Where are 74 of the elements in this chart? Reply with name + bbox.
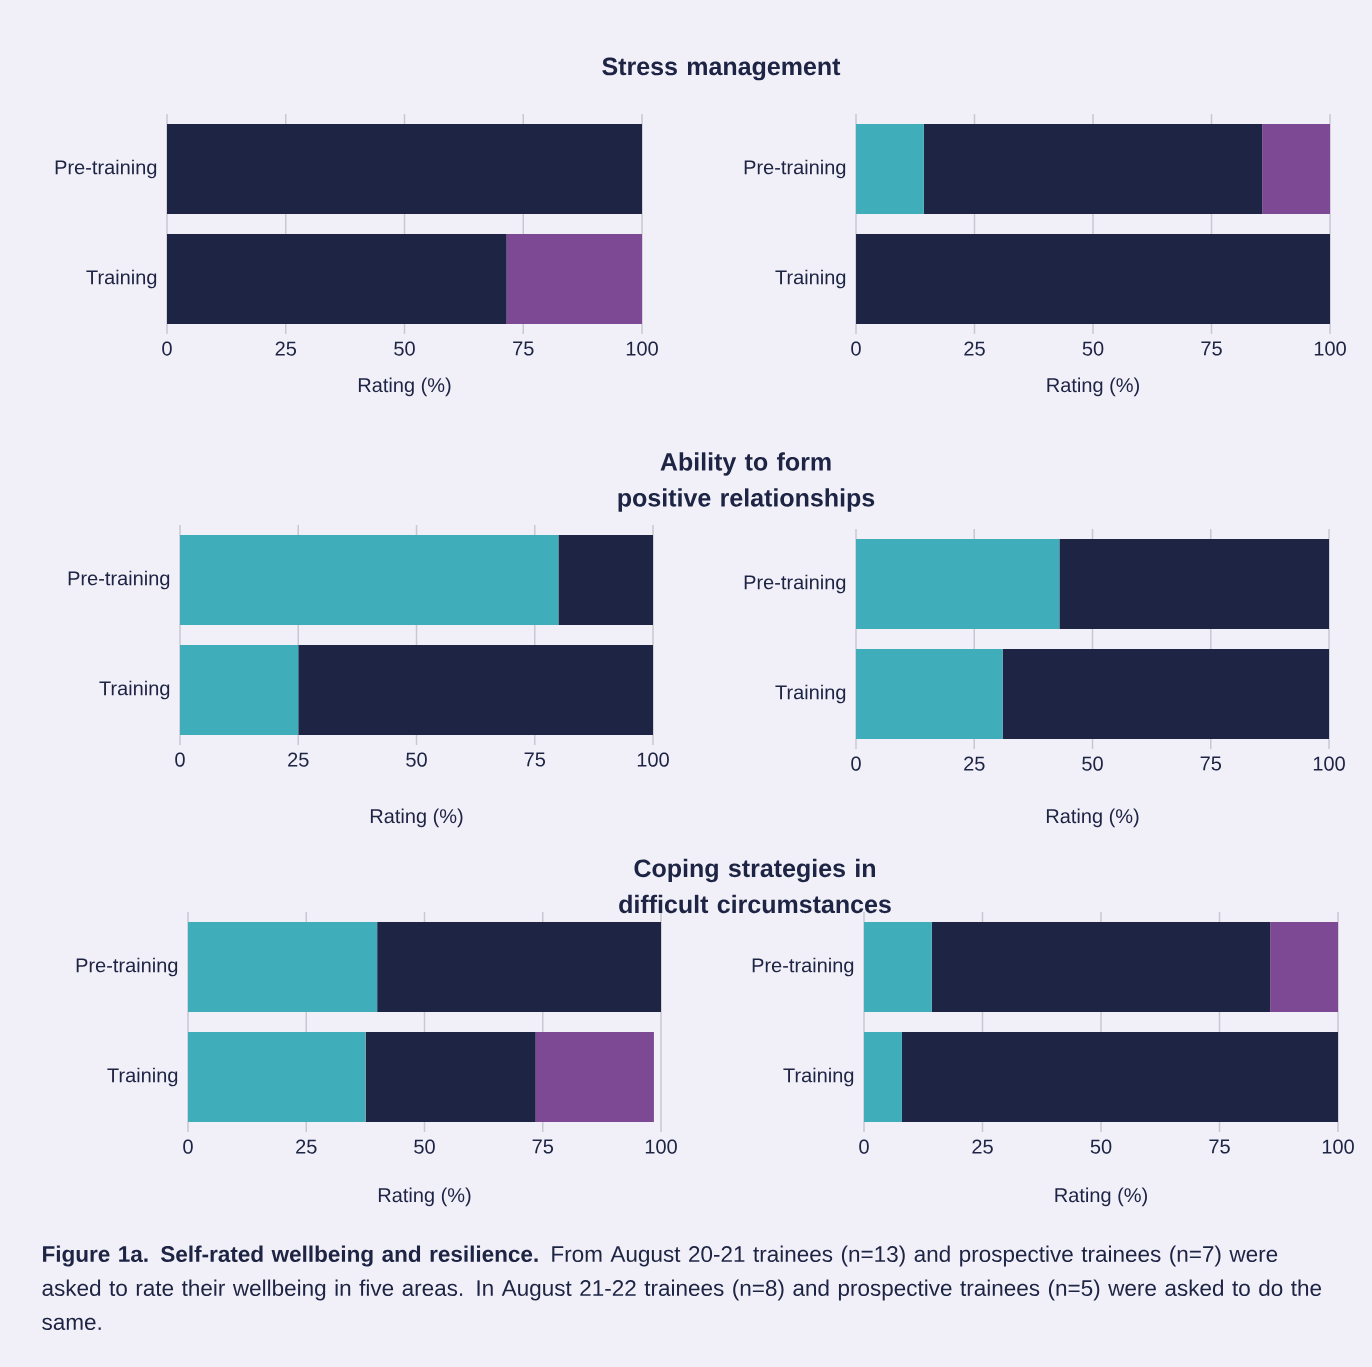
text: Coping strategies in difficult circumstances [619, 858, 891, 914]
x-tick-label: 100 [645, 1139, 677, 1154]
x-tick-label: 50 [1090, 1139, 1112, 1154]
y-tick-label: Training [86, 269, 157, 289]
y-tick-label: Pre-training [752, 957, 854, 977]
x-tick-label: 25 [288, 752, 309, 767]
x-tick-label: 50 [1082, 756, 1103, 771]
x-tick-label: 25 [296, 1139, 317, 1154]
y-tick-label: Training [783, 1067, 854, 1087]
x-tick-label: 0 [859, 1139, 869, 1154]
y-tick-label: Pre-training [55, 159, 157, 179]
y-tick-label: Pre-training [744, 574, 846, 594]
bar [1270, 921, 1339, 1013]
x-tick-label: 50 [414, 1139, 435, 1154]
bar [901, 1031, 1339, 1123]
x-tick-label: 0 [183, 1139, 193, 1154]
y-tick-label: Training [99, 680, 170, 700]
bar [558, 534, 654, 626]
x-tick-label: 0 [851, 341, 861, 356]
bar [180, 534, 559, 626]
x-tick-label: 100 [637, 752, 669, 767]
y-tick-label: Training [775, 269, 846, 289]
x-tick-label: 75 [513, 341, 534, 356]
bar [931, 921, 1271, 1013]
bar [377, 921, 662, 1013]
x-tick-label: 0 [851, 756, 861, 771]
bar [1262, 123, 1331, 215]
bar [188, 921, 378, 1013]
x-tick-label: 50 [394, 341, 415, 356]
y-tick-label: Training [775, 684, 846, 704]
y-tick-label: Pre-training [76, 957, 178, 977]
bar [180, 644, 299, 736]
x-tick-label: 75 [524, 752, 546, 767]
x-tick-label: 25 [964, 341, 985, 356]
x-tick-label: 0 [162, 341, 172, 356]
x-tick-label: 25 [972, 1139, 993, 1154]
bar [864, 1031, 902, 1123]
bar [864, 921, 932, 1013]
x-axis-title: Rating (%) [1055, 1187, 1147, 1207]
x-tick-label: 25 [964, 756, 985, 771]
x-tick-label: 75 [532, 1139, 554, 1154]
x-tick-label: 25 [275, 341, 297, 356]
x-axis-title: Rating (%) [1046, 808, 1139, 828]
x-tick-label: 75 [1201, 341, 1222, 356]
x-axis-title: Rating (%) [370, 808, 463, 828]
y-tick-label: Training [107, 1067, 178, 1087]
bar [923, 123, 1263, 215]
text: Ability to form positive relationships [618, 452, 875, 512]
y-tick-label: Pre-training [744, 159, 846, 179]
x-tick-label: 0 [175, 752, 185, 767]
text: Figure 1a. Self-rated wellbeing and resilience. From August 20-21 trainees (n=13) and prospective trainees (n=7) were asked to rate their wellbeing in five areas. In August 21-22 trainees (n=8) and prospective trainees (n=5) were asked to do the same. [42, 1245, 1322, 1331]
bar [856, 648, 1003, 740]
text: Stress management [602, 57, 841, 81]
x-tick-label: 50 [406, 752, 427, 767]
bar [856, 538, 1060, 630]
x-tick-label: 100 [626, 341, 658, 356]
bar [856, 123, 924, 215]
x-tick-label: 50 [1082, 341, 1104, 356]
bar [1002, 648, 1330, 740]
bar [856, 233, 1331, 325]
x-tick-label: 100 [1314, 341, 1346, 356]
x-tick-label: 100 [1322, 1139, 1354, 1154]
x-axis-title: Rating (%) [1047, 377, 1139, 397]
bar [1059, 538, 1330, 630]
x-tick-label: 100 [1313, 756, 1345, 771]
x-tick-label: 75 [1200, 756, 1222, 771]
x-tick-label: 75 [1209, 1139, 1230, 1154]
x-axis-title: Rating (%) [378, 1187, 471, 1207]
bar [298, 644, 654, 736]
y-tick-label: Pre-training [68, 570, 170, 590]
bar [188, 1031, 366, 1123]
bar [535, 1031, 654, 1123]
x-axis-title: Rating (%) [358, 377, 451, 397]
bar [365, 1031, 536, 1123]
